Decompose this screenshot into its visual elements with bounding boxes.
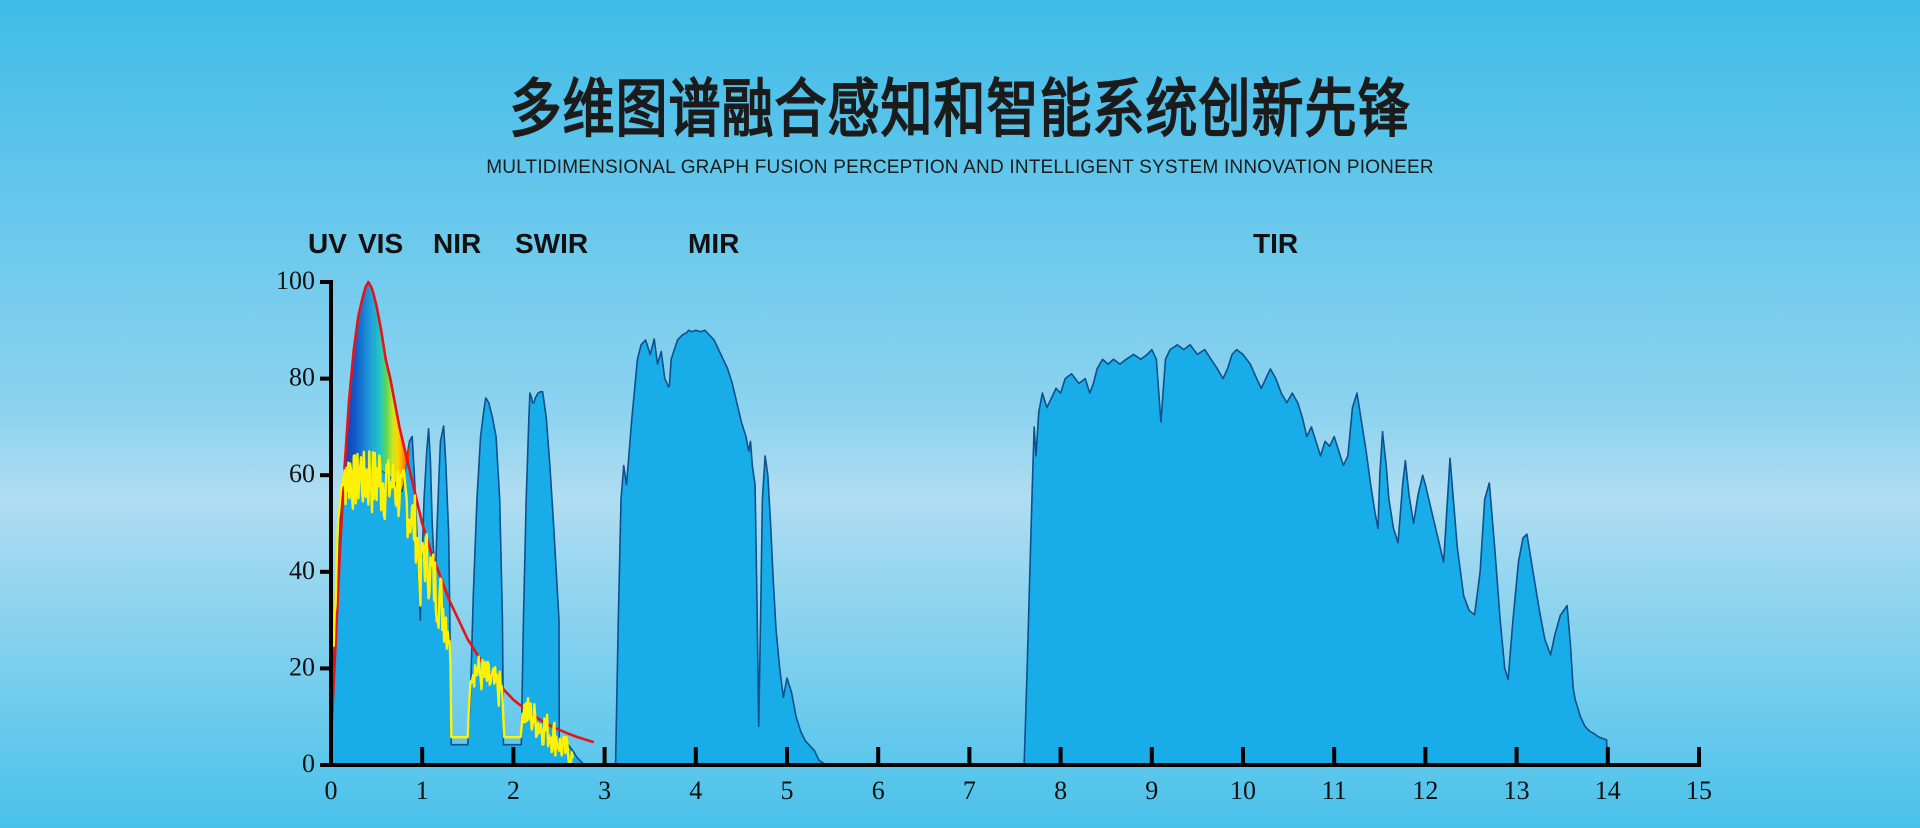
svg-text:3: 3 (598, 776, 611, 805)
svg-text:20: 20 (289, 652, 315, 681)
svg-text:0: 0 (302, 749, 315, 778)
svg-text:0: 0 (325, 776, 338, 805)
svg-text:100: 100 (276, 266, 315, 295)
svg-text:10: 10 (1230, 776, 1256, 805)
svg-text:13: 13 (1504, 776, 1530, 805)
svg-text:8: 8 (1054, 776, 1067, 805)
svg-text:14: 14 (1595, 776, 1621, 805)
svg-text:2: 2 (507, 776, 520, 805)
svg-text:6: 6 (872, 776, 885, 805)
svg-text:5: 5 (781, 776, 794, 805)
svg-text:40: 40 (289, 556, 315, 585)
svg-text:60: 60 (289, 459, 315, 488)
svg-text:4: 4 (689, 776, 702, 805)
svg-text:1: 1 (416, 776, 429, 805)
svg-text:80: 80 (289, 363, 315, 392)
svg-text:11: 11 (1322, 776, 1347, 805)
svg-text:15: 15 (1686, 776, 1712, 805)
svg-text:7: 7 (963, 776, 976, 805)
svg-text:9: 9 (1145, 776, 1158, 805)
svg-text:12: 12 (1412, 776, 1438, 805)
